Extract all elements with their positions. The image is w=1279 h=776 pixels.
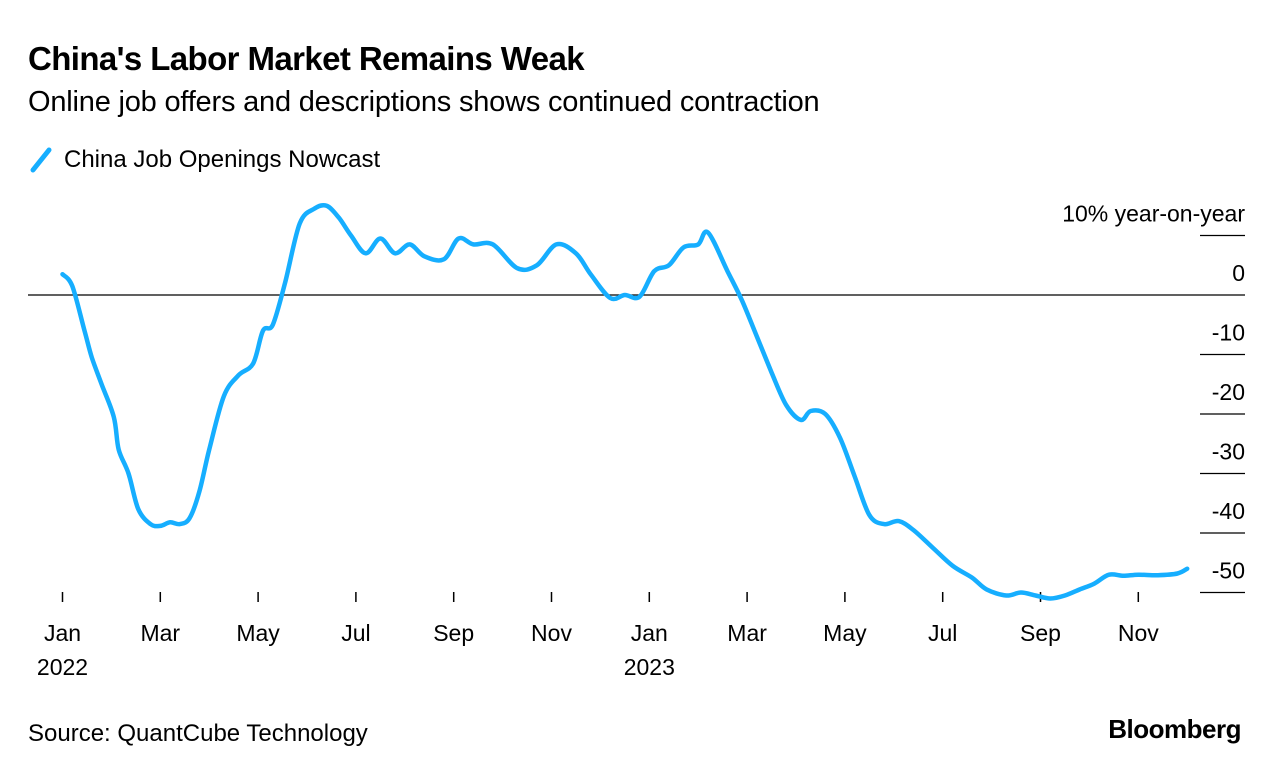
y-tick-label: 0 <box>1232 260 1245 286</box>
x-tick-label: Mar <box>140 620 180 646</box>
y-tick-label: -10 <box>1212 320 1245 346</box>
x-tick-year-label: 2022 <box>37 654 88 680</box>
x-tick-label: Nov <box>531 620 572 646</box>
series-line-job-openings-nowcast <box>60 202 1190 601</box>
source-note: Source: QuantCube Technology <box>28 720 368 747</box>
y-tick-label: -20 <box>1212 379 1245 405</box>
x-tick-label: Jul <box>341 620 370 646</box>
chart-subtitle: Online job offers and descriptions shows… <box>28 86 820 118</box>
chart-title: China's Labor Market Remains Weak <box>28 40 585 77</box>
x-tick-label: May <box>823 620 867 646</box>
y-tick-label: 10% year-on-year <box>1062 201 1245 227</box>
x-tick-label: Nov <box>1118 620 1159 646</box>
x-tick-label: May <box>236 620 280 646</box>
x-tick-label: Jan <box>631 620 668 646</box>
bloomberg-logo: Bloomberg <box>1108 714 1241 744</box>
x-tick-label: Jan <box>44 620 81 646</box>
x-tick-label: Sep <box>433 620 474 646</box>
legend-label: China Job Openings Nowcast <box>64 146 381 173</box>
x-tick-label: Sep <box>1020 620 1061 646</box>
legend: China Job Openings Nowcast <box>30 146 380 174</box>
y-tick-label: -40 <box>1212 498 1245 524</box>
x-tick-label: Jul <box>928 620 957 646</box>
x-tick-label: Mar <box>727 620 767 646</box>
y-tick-label: -30 <box>1212 439 1245 465</box>
x-tick-year-label: 2023 <box>624 654 675 680</box>
y-tick-label: -50 <box>1212 558 1245 584</box>
legend-swatch-icon <box>30 147 52 173</box>
